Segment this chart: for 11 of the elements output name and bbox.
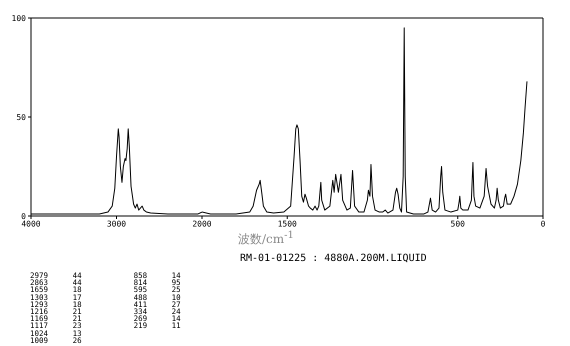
x-tick-label: 4000 [21, 220, 41, 229]
x-tick-label: 1500 [278, 220, 298, 229]
y-tick-label: 50 [16, 112, 26, 122]
x-tick-label: 3000 [106, 220, 126, 229]
x-tick-label: 0 [540, 220, 546, 229]
x-tick-label: 500 [450, 220, 466, 229]
text: RM-01-01225 : 4880A.200M.LIQUID [240, 253, 427, 264]
y-tick-label: 0 [21, 212, 26, 221]
x-axis-title: 波数/cm$^{-1}$ [238, 230, 294, 248]
y-tick-label: 100 [12, 14, 26, 23]
x-tick-label: 2000 [192, 220, 212, 229]
